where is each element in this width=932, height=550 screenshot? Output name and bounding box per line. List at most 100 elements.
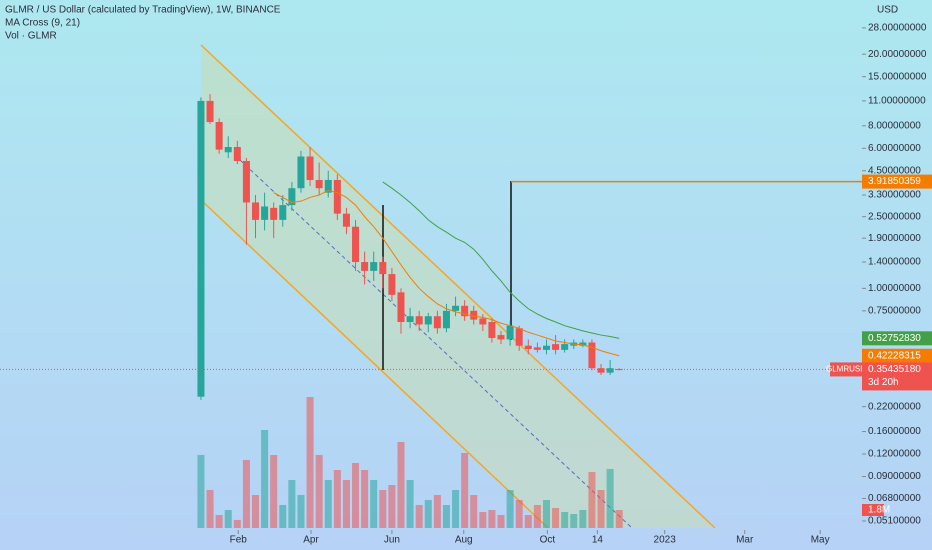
- volume-label: 1.8M: [868, 505, 890, 516]
- candle-body: [224, 146, 232, 153]
- symbol-box: [830, 362, 862, 377]
- volume-bar: [370, 480, 378, 528]
- x-tick-label: Feb: [230, 535, 248, 546]
- plot: [197, 94, 623, 528]
- candle-body: [488, 322, 496, 338]
- x-tick-label: Jun: [384, 535, 400, 546]
- y-tick-label: 4.50000000: [868, 165, 921, 176]
- countdown: 3d 20h: [868, 377, 899, 388]
- volume-bar: [506, 490, 514, 528]
- volume-bar: [452, 490, 460, 528]
- chart-title: GLMR / US Dollar (calculated by TradingV…: [5, 5, 281, 16]
- candle-body: [388, 274, 396, 295]
- volume-bar: [515, 500, 523, 528]
- candle-body: [479, 318, 487, 325]
- candle-body: [261, 206, 269, 220]
- y-tick-label: 1.00000000: [868, 283, 921, 294]
- candle-body: [542, 345, 550, 350]
- candle-body: [297, 156, 305, 189]
- y-tick-label: 28.00000000: [868, 23, 927, 34]
- volume-bar: [206, 490, 214, 528]
- x-tick-label: Oct: [540, 535, 556, 546]
- volume-box: [862, 504, 884, 516]
- candle-body: [233, 146, 241, 161]
- x-tick-label: 2023: [654, 535, 677, 546]
- y-tick-label: 6.00000000: [868, 143, 921, 154]
- volume-bar: [442, 505, 450, 528]
- y-tick-label: 0.16000000: [868, 426, 921, 437]
- channel-lower: [200, 199, 549, 529]
- volume-bar: [552, 508, 560, 528]
- candle-body: [606, 368, 614, 373]
- volume-bar: [252, 495, 260, 528]
- y-tick-label: 0.09000000: [868, 471, 921, 482]
- candle-body: [506, 325, 514, 340]
- volume-bar: [397, 442, 405, 528]
- candle-body: [324, 179, 332, 193]
- candle-body: [433, 316, 441, 329]
- candle-body: [342, 213, 350, 227]
- channel-upper: [200, 44, 716, 529]
- candle-body: [424, 316, 432, 325]
- y-tick-label: 11.00000000: [868, 96, 926, 107]
- volume-bar: [461, 453, 469, 528]
- candle-body: [352, 226, 360, 263]
- x-tick-label: May: [811, 535, 830, 546]
- indicator-legend: MA Cross (9, 21): [5, 18, 80, 29]
- candle-body: [252, 202, 260, 220]
- candle-body: [206, 100, 214, 122]
- candle-body: [524, 345, 532, 350]
- x-tick-label: Apr: [303, 535, 319, 546]
- candle-body: [333, 179, 341, 214]
- candle-body: [306, 156, 314, 180]
- volume-bar: [279, 505, 287, 528]
- volume-bar: [542, 500, 550, 528]
- volume-bar: [361, 470, 369, 528]
- volume-bar: [561, 512, 569, 528]
- volume-bar: [379, 490, 387, 528]
- x-tick-label: 14: [592, 535, 604, 546]
- candle-body: [533, 347, 541, 350]
- volume-bar: [306, 397, 314, 528]
- x-tick-label: Mar: [736, 535, 754, 546]
- y-tick-label: 0.12000000: [868, 449, 921, 460]
- axis-unit: USD: [877, 5, 898, 16]
- volume-bar: [270, 455, 278, 528]
- volume-bar: [261, 430, 269, 528]
- y-tick-label: 3.30000000: [868, 190, 921, 201]
- volume-bar: [479, 512, 487, 528]
- volume-bar: [597, 490, 605, 528]
- y-tick-label: 15.00000000: [868, 71, 927, 82]
- symbol-label: GLMRUSD: [826, 365, 866, 374]
- volume-bar: [215, 515, 223, 528]
- y-tick-label: 0.22000000: [868, 401, 921, 412]
- volume-bar: [342, 480, 350, 528]
- price-box: [862, 348, 932, 363]
- y-tick-label: 20.00000000: [868, 49, 927, 60]
- y-tick-label: 8.00000000: [868, 120, 921, 131]
- candle-body: [397, 292, 405, 323]
- candle-body: [379, 262, 387, 275]
- volume-bar: [324, 480, 332, 528]
- candle-body: [561, 344, 569, 350]
- volume-bar: [470, 495, 478, 528]
- candle-body: [497, 335, 505, 340]
- candle-body: [406, 316, 414, 323]
- volume-bar: [197, 455, 205, 528]
- price-box: [862, 174, 932, 189]
- volume-bar: [497, 515, 505, 528]
- candle-body: [515, 328, 523, 346]
- y-tick-label: 0.05100000: [868, 516, 921, 527]
- candle-body: [442, 310, 450, 329]
- price-box: [862, 331, 932, 346]
- y-tick-label: 2.50000000: [868, 211, 921, 222]
- volume-bar: [288, 480, 296, 528]
- candle-body: [470, 310, 478, 320]
- volume-bar: [224, 510, 232, 528]
- volume-bar: [433, 495, 441, 528]
- volume-bar: [424, 500, 432, 528]
- price-label: 0.42228315: [868, 350, 921, 361]
- candle-body: [552, 344, 560, 350]
- volume-legend: Vol · GLMR: [5, 31, 57, 42]
